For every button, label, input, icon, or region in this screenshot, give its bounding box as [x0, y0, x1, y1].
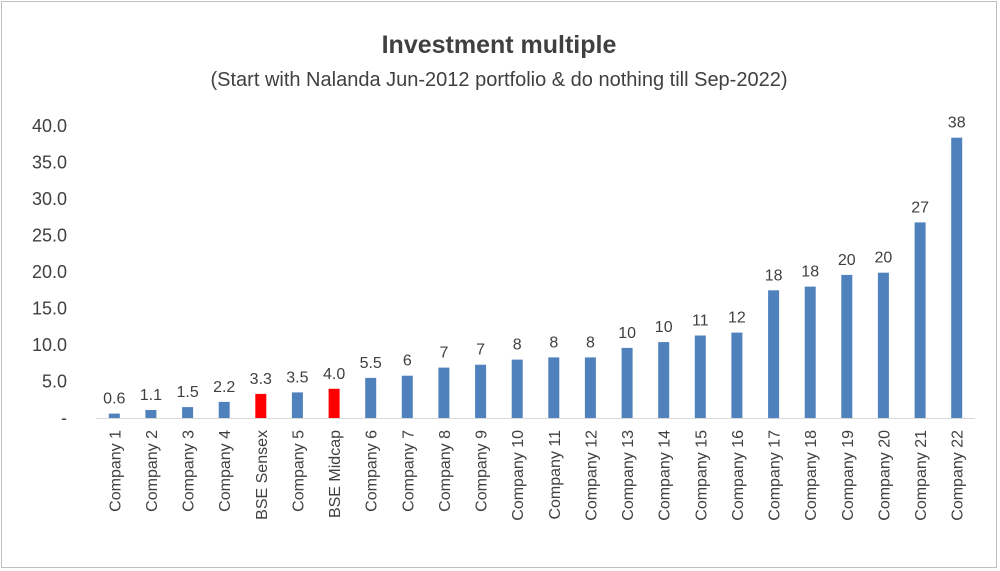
bar [108, 413, 120, 418]
data-label: 1.1 [140, 387, 162, 404]
data-labels: 0.6 1.1 1.5 2.2 3.3 3.5 4.0 5.5 6 7 7 8 8 8 10 10 11 12 18… [103, 115, 966, 408]
x-tick-label: Company 7 [400, 430, 417, 512]
bar [804, 286, 816, 418]
bar [328, 388, 340, 418]
x-tick-label: BSE Sensex [254, 430, 271, 520]
x-tick-label: Company 22 [950, 430, 967, 521]
x-tick-label: Company 12 [583, 430, 600, 521]
x-tick-label: Company 18 [803, 430, 820, 521]
bar [218, 401, 230, 418]
x-tick-label: Company 9 [474, 430, 491, 512]
data-label: 20 [875, 250, 893, 267]
x-tick-label: Company 2 [144, 430, 161, 512]
data-label: 12 [728, 310, 746, 327]
chart-subtitle: (Start with Nalanda Jun-2012 portfolio &… [210, 69, 787, 91]
y-tick-label: 40.0 [32, 116, 67, 136]
y-tick-label: - [61, 408, 67, 428]
x-axis-ticks: Company 1 Company 2 Company 3 Company 4 BSE … [107, 430, 966, 521]
data-label: 18 [801, 264, 819, 281]
data-label: 6 [403, 353, 412, 370]
x-tick-label: Company 10 [510, 430, 527, 521]
x-tick-label: Company 14 [657, 430, 674, 521]
x-tick-label: BSE Midcap [327, 430, 344, 518]
bar [841, 274, 853, 418]
data-label: 10 [655, 319, 673, 336]
bar [291, 392, 303, 418]
data-label: 1.5 [176, 384, 198, 401]
data-label: 3.5 [286, 369, 308, 386]
data-label: 38 [948, 115, 966, 132]
data-label: 8 [513, 337, 522, 354]
x-tick-label: Company 11 [547, 430, 564, 520]
y-tick-label: 25.0 [32, 226, 67, 246]
x-tick-label: Company 17 [767, 430, 784, 521]
x-tick-label: Company 4 [217, 430, 234, 512]
x-tick-label: Company 6 [364, 430, 381, 512]
bar [877, 272, 889, 418]
x-tick-label: Company 15 [693, 430, 710, 521]
bar [475, 364, 487, 418]
x-tick-label: Company 21 [913, 430, 930, 521]
bar [401, 375, 413, 418]
chart-title: Investment multiple [382, 31, 617, 59]
data-label: 2.2 [213, 379, 235, 396]
x-tick-label: Company 5 [290, 430, 307, 512]
data-label: 3.3 [250, 371, 272, 388]
x-tick-label: Company 13 [620, 430, 637, 521]
bar [511, 359, 523, 418]
x-tick-label: Company 20 [876, 430, 893, 521]
bar [438, 367, 450, 418]
x-tick-label: Company 19 [840, 430, 857, 521]
y-tick-label: 20.0 [32, 262, 67, 282]
data-label: 5.5 [360, 355, 382, 372]
bar [584, 357, 596, 418]
bar [255, 393, 267, 418]
x-tick-label: Company 16 [730, 430, 747, 521]
y-tick-label: 5.0 [42, 372, 67, 392]
y-tick-label: 30.0 [32, 189, 67, 209]
data-label: 8 [586, 334, 595, 351]
bar [914, 222, 926, 418]
data-label: 7 [439, 345, 448, 362]
bar [694, 335, 706, 418]
data-label: 20 [838, 252, 856, 269]
bars [108, 137, 963, 419]
bar [731, 332, 743, 418]
data-label: 7 [476, 342, 485, 359]
y-tick-label: 10.0 [32, 335, 67, 355]
x-tick-label: Company 8 [437, 430, 454, 512]
bar [658, 342, 670, 418]
bar [182, 407, 194, 418]
data-label: 0.6 [103, 391, 125, 408]
x-tick-label: Company 1 [107, 430, 124, 512]
bar [548, 357, 560, 418]
bar [768, 290, 780, 419]
bar [145, 410, 157, 418]
y-tick-label: 35.0 [32, 153, 67, 173]
y-tick-label: 15.0 [32, 299, 67, 319]
bar [621, 347, 633, 418]
data-label: 27 [911, 199, 929, 216]
data-label: 11 [692, 313, 709, 330]
data-label: 10 [618, 325, 636, 342]
data-label: 18 [765, 267, 783, 284]
y-axis-ticks: - 5.0 10.0 15.0 20.0 25.0 30.0 35.0 40.0 [32, 116, 67, 428]
data-label: 4.0 [323, 366, 345, 383]
x-tick-label: Company 3 [181, 430, 198, 512]
data-label: 8 [549, 334, 558, 351]
bar [365, 377, 377, 418]
bar [951, 137, 963, 418]
